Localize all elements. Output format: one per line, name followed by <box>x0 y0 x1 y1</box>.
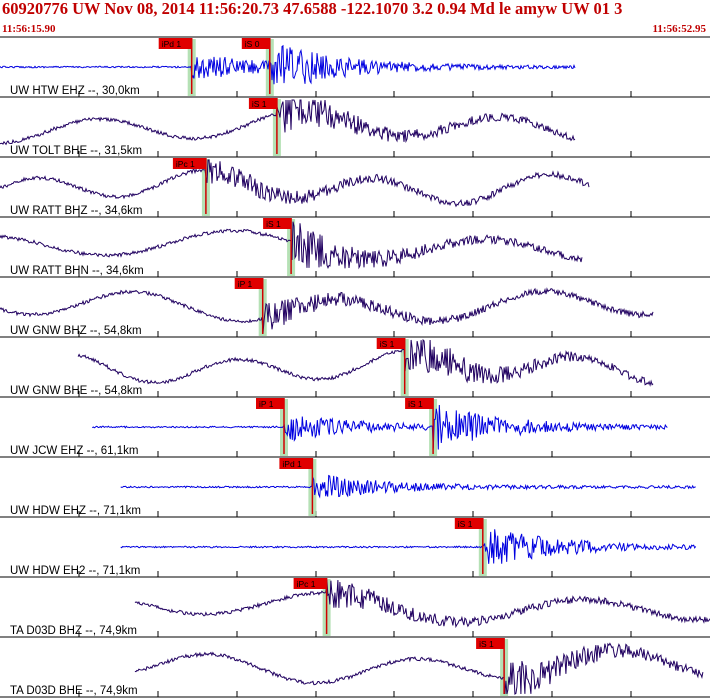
trace-panel: iS 1 UW TOLT BHE --, 31,5km <box>0 98 710 158</box>
station-label: TA D03D BHE --, 74,9km <box>10 685 138 697</box>
waveform-trace <box>134 579 710 629</box>
trace-panel: iPc 1 TA D03D BHZ --, 74,9km <box>0 578 710 638</box>
station-label: UW TOLT BHE --, 31,5km <box>10 145 142 157</box>
pick-label-box <box>454 518 483 529</box>
pick-label-box <box>256 398 284 409</box>
pick-label-box <box>263 218 292 229</box>
waveform-trace <box>77 338 654 387</box>
end-time: 11:56:52.95 <box>652 23 706 35</box>
event-title: 60920776 UW Nov 08, 2014 11:56:20.73 47.… <box>2 0 623 18</box>
pick-label-box <box>376 338 405 349</box>
pick-label: iPd 1 <box>162 39 182 49</box>
waveform-trace <box>92 404 668 450</box>
waveform-trace <box>0 44 576 85</box>
trace-panel: iS 1 UW HDW EH2 --, 71,1km <box>0 518 710 578</box>
trace-panel: iPc 1 UW RATT BHZ --, 34,6km <box>0 158 710 218</box>
pick-label-box <box>405 398 434 409</box>
pick-label-box <box>234 278 263 289</box>
pick-label: iS 1 <box>408 399 423 409</box>
station-label: UW HDW EHZ --, 71,1km <box>10 505 141 517</box>
trace-panel: iS 1 TA D03D BHE --, 74,9km <box>0 638 710 698</box>
station-label: UW HTW EHZ --, 30,0km <box>10 85 140 97</box>
pick-label: iS 0 <box>245 39 260 49</box>
pick-label-box <box>279 458 313 469</box>
trace-panel: iS 1 UW RATT BHN --, 34,6km <box>0 218 710 278</box>
pick-label-box <box>172 158 206 169</box>
pick-label: iPc 1 <box>176 159 195 169</box>
pick-label-box <box>241 38 270 49</box>
station-label: UW RATT BHN --, 34,6km <box>10 265 144 277</box>
waveform-trace <box>0 99 576 146</box>
trace-panel: iPd 1 iS 0 UW HTW EHZ --, 30,0km <box>0 38 710 98</box>
pick-label: iS 1 <box>380 339 395 349</box>
waveform-trace <box>120 529 697 564</box>
pick-label-box <box>293 578 327 589</box>
pick-label-box <box>248 98 277 109</box>
pick-label-box <box>158 38 192 49</box>
trace-panel: iPd 1 UW HDW EHZ --, 71,1km <box>0 458 710 518</box>
station-label: TA D03D BHZ --, 74,9km <box>10 625 137 637</box>
station-label: UW GNW BHE --, 54,8km <box>10 385 142 397</box>
pick-label: iS 1 <box>458 519 473 529</box>
start-time: 11:56:15.90 <box>2 23 56 35</box>
pick-label: iP 1 <box>259 399 274 409</box>
station-label: UW GNW BHZ --, 54,8km <box>10 325 142 337</box>
pick-label: iS 1 <box>479 639 494 649</box>
station-label: UW JCW EHZ --, 61,1km <box>10 445 138 457</box>
pick-label: iPd 1 <box>282 459 302 469</box>
pick-label: iS 1 <box>252 99 267 109</box>
station-label: UW HDW EH2 --, 71,1km <box>10 565 140 577</box>
waveform-trace <box>0 159 590 208</box>
pick-label: iS 1 <box>266 219 281 229</box>
trace-panel: iP 1 UW GNW BHZ --, 54,8km <box>0 278 710 338</box>
waveform-trace <box>120 474 696 499</box>
pick-label-box <box>476 638 505 649</box>
pick-label: iPc 1 <box>297 579 316 589</box>
trace-panel: iS 1 UW GNW BHE --, 54,8km <box>0 338 710 398</box>
waveform-trace <box>0 287 654 335</box>
waveform-trace <box>134 642 704 695</box>
station-label: UW RATT BHZ --, 34,6km <box>10 205 142 217</box>
pick-label: iP 1 <box>238 279 253 289</box>
trace-panel: iP 1 iS 1 UW JCW EHZ --, 61,1km <box>0 398 710 458</box>
